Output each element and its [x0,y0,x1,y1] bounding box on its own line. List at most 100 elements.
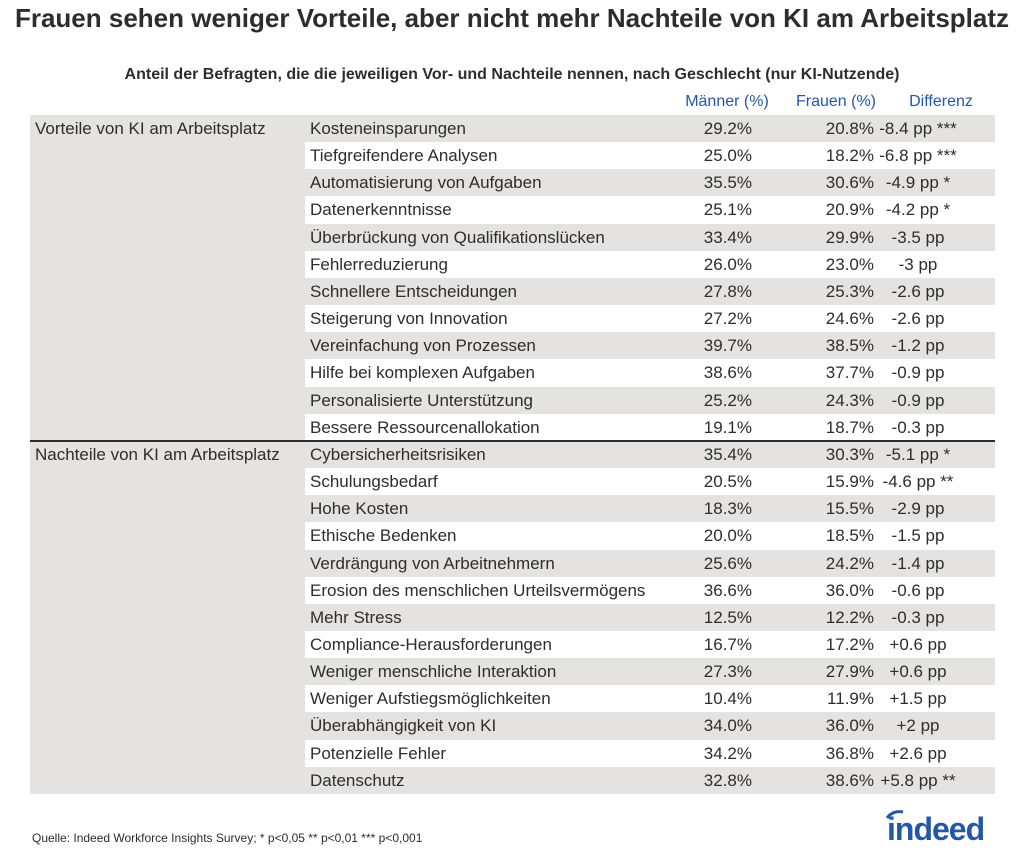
chart-title: Frauen sehen weniger Vorteile, aber nich… [14,3,1010,33]
value-maenner: 19.1% [703,417,752,437]
table-row: Hilfe bei komplexen Aufgaben 38.6% 37.7% -0… [305,359,995,387]
column-header-frauen: Frauen (%) [795,93,877,110]
value-maenner: 20.5% [703,472,752,492]
source-note: Quelle: Indeed Workforce Insights Survey… [32,831,423,845]
table-row: Verdrängung von Arbeitnehmern 25.6% 24.2% -… [305,549,995,577]
value-differenz: -1.5 pp [891,526,945,546]
value-frauen: 27.9% [825,662,874,682]
table-row: Bessere Ressourcenallokation 19.1% 18.7% -0… [305,413,995,441]
table-row: Weniger Aufstiegsmöglichkeiten 10.4% 11.9%… [305,685,995,713]
value-frauen: 11.9% [827,689,874,709]
value-maenner: 27.2% [703,309,752,329]
table-row: Vereinfachung von Prozessen 39.7% 38.5% -1.… [305,332,995,360]
value-differenz: -4.9 pp * [885,173,951,193]
value-differenz: -4.6 pp ** [882,472,954,492]
value-frauen: 18.7% [825,417,874,437]
indeed-logo: indeed [885,808,995,856]
value-maenner: 38.6% [703,363,752,383]
value-maenner: 25.0% [703,146,752,166]
row-item-label: Weniger menschliche Interaktion [310,662,557,682]
value-maenner: 27.3% [703,662,752,682]
table-row: Cybersicherheitsrisiken 35.4% 30.3% -5.1 pp… [305,440,995,469]
row-item-label: Kosteneinsparungen [310,119,466,138]
row-item-label: Potenzielle Fehler [310,743,447,763]
table-row: Schulungsbedarf 20.5% 15.9% -4.6 pp ** [305,468,995,496]
value-maenner: 39.7% [703,336,752,356]
value-differenz: -3 pp [898,254,938,274]
row-item-label: Personalisierte Unterstützung [310,390,534,410]
value-frauen: 37.7% [825,363,874,383]
value-maenner: 16.7% [703,634,752,654]
row-item-label: Überabhängigkeit von KI [310,716,497,736]
value-maenner: 32.8% [703,770,752,790]
row-item-label: Steigerung von Innovation [310,309,508,329]
row-item-label: Compliance-Herausforderungen [310,634,552,654]
value-maenner: 35.4% [703,444,752,464]
row-group: Vorteile von KI am Arbeitsplatz Kostenein… [30,115,995,441]
value-maenner: 12.5% [703,607,752,627]
value-frauen: 24.6% [825,309,874,329]
value-differenz: +1.5 pp [889,689,947,709]
value-frauen: 18.2% [825,146,874,166]
value-differenz: -0.9 pp [891,363,945,383]
table-row: Mehr Stress 12.5% 12.2% -0.3 pp [305,603,995,631]
table-row: Kosteneinsparungen 29.2% 20.8% -8.4 pp *** [305,115,995,143]
value-differenz: -0.9 pp [891,390,945,410]
column-header-differenz: Differenz [909,93,973,110]
table-row: Datenschutz 32.8% 38.6% +5.8 pp ** [305,766,995,794]
table-row: Personalisierte Unterstützung 25.2% 24.3% -… [305,386,995,414]
value-frauen: 36.0% [825,580,874,600]
value-differenz: -6.8 pp *** [879,146,957,166]
value-differenz: +5.8 pp ** [880,770,956,790]
value-differenz: -8.4 pp *** [879,119,957,138]
value-maenner: 25.1% [703,200,752,220]
value-differenz: -2.9 pp [891,499,945,519]
value-differenz: -0.6 pp [891,580,945,600]
table-row: Tiefgreifendere Analysen 25.0% 18.2% -6.8 p… [305,142,995,170]
group-divider [30,439,995,442]
table-row: Steigerung von Innovation 27.2% 24.6% -2.6 … [305,305,995,333]
indeed-logo-mark: indeed [885,810,985,847]
value-frauen: 15.9% [825,472,874,492]
row-item-label: Schnellere Entscheidungen [310,281,517,301]
value-differenz: -1.2 pp [891,336,945,356]
value-maenner: 34.2% [703,743,752,763]
row-item-label: Automatisierung von Aufgaben [310,173,542,193]
row-item-label: Hohe Kosten [310,499,409,519]
value-maenner: 25.2% [703,390,752,410]
value-frauen: 24.2% [825,553,874,573]
group-label: Vorteile von KI am Arbeitsplatz [35,119,266,138]
value-maenner: 26.0% [703,254,752,274]
row-item-label: Erosion des menschlichen Urteilsvermögen… [310,580,646,600]
table-row: Potenzielle Fehler 34.2% 36.8% +2.6 pp [305,739,995,767]
value-frauen: 36.0% [825,716,874,736]
value-differenz: +2.6 pp [889,743,947,763]
group-label: Nachteile von KI am Arbeitsplatz [35,444,280,464]
value-frauen: 12.2% [825,607,874,627]
row-item-label: Weniger Aufstiegsmöglichkeiten [310,689,551,709]
data-table: Vorteile von KI am Arbeitsplatz Kostenein… [30,115,995,794]
value-differenz: -2.6 pp [891,281,945,301]
value-frauen: 17.2% [825,634,874,654]
row-item-label: Datenerkenntnisse [310,200,452,220]
value-differenz: -3.5 pp [891,227,945,247]
row-item-label: Mehr Stress [310,607,402,627]
table-row: Automatisierung von Aufgaben 35.5% 30.6% -4… [305,169,995,197]
value-maenner: 18.3% [703,499,752,519]
value-differenz: -4.2 pp * [885,200,951,220]
table-row: Überbrückung von Qualifikationslücken 33.… [305,223,995,251]
table-row: Compliance-Herausforderungen 16.7% 17.2% +0… [305,630,995,659]
value-frauen: 20.8% [825,119,874,138]
row-item-label: Verdrängung von Arbeitnehmern [310,553,555,573]
value-frauen: 29.9% [825,227,874,247]
table-row: Weniger menschliche Interaktion 27.3% 27.9… [305,658,995,686]
value-maenner: 35.5% [703,173,752,193]
value-maenner: 34.0% [703,716,752,736]
row-item-label: Tiefgreifendere Analysen [310,146,498,166]
table-row: Erosion des menschlichen Urteilsvermögen… [305,576,995,604]
row-group: Nachteile von KI am Arbeitsplatz Cybersic… [30,440,995,794]
value-differenz: +2 pp [896,716,940,736]
value-frauen: 20.9% [825,200,874,220]
value-differenz: -1.4 pp [891,553,945,573]
column-header-maenner: Männer (%) [685,93,769,110]
